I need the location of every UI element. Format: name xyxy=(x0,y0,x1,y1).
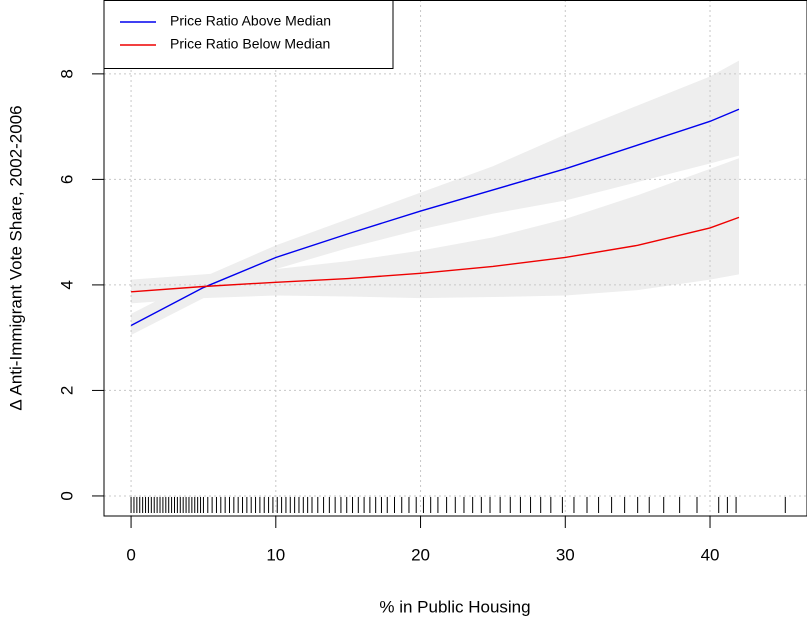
confidence-band xyxy=(131,158,739,304)
y-tick-label: 0 xyxy=(57,491,76,500)
x-tick-label: 20 xyxy=(411,545,430,564)
y-tick-label: 8 xyxy=(57,69,76,78)
line xyxy=(131,216,740,293)
confidence-band xyxy=(131,60,739,336)
legend: Price Ratio Above Median Price Ratio Belo… xyxy=(103,0,394,69)
x-tick-label: 10 xyxy=(266,545,285,564)
plot-frame xyxy=(103,0,807,517)
x-axis-label: % in Public Housing xyxy=(379,597,530,616)
legend-box xyxy=(103,0,394,69)
legend-label: Price Ratio Below Median xyxy=(170,36,330,52)
y-tick-label: 4 xyxy=(57,280,76,289)
line xyxy=(130,108,740,327)
legend-label: Price Ratio Above Median xyxy=(170,13,331,29)
y-tick-label: 2 xyxy=(57,386,76,395)
x-tick-label: 40 xyxy=(701,545,720,564)
x-tick-label: 30 xyxy=(556,545,575,564)
x-tick-label: 0 xyxy=(126,545,135,564)
y-axis-label: Δ Anti-Immigrant Vote Share, 2002-2006 xyxy=(6,105,25,410)
y-tick-label: 6 xyxy=(57,175,76,184)
